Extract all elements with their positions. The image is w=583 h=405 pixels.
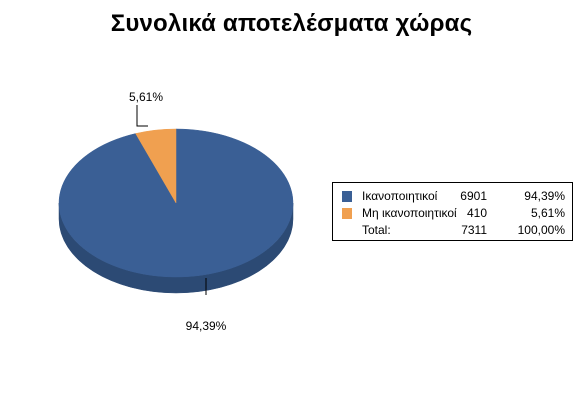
legend-swatch-satisfactory [342,191,352,202]
legend-percent-satisfactory: 94,39% [524,189,565,203]
legend-swatch-unsatisfactory [342,208,352,219]
legend-count-satisfactory: 6901 [460,189,487,203]
legend: Ικανοποιητικοί 6901 94,39% Μη ικανοποιητ… [332,182,573,241]
legend-percent-unsatisfactory: 5,61% [530,206,565,220]
legend-total-count: 7311 [461,223,487,237]
legend-row-unsatisfactory: Μη ικανοποιητικοί 410 5,61% [333,205,572,222]
chart-title: Συνολικά αποτελέσματα χώρας [110,10,473,37]
legend-total-percent: 100,00% [517,223,565,237]
legend-count-unsatisfactory: 410 [466,206,487,220]
pie-leader-line-1 [136,105,148,127]
legend-label-satisfactory: Ικανοποιητικοί [362,189,438,203]
pie-label-satisfactory: 94,39% [186,319,227,333]
legend-row-total: Total: 7311 100,00% [333,222,572,239]
legend-label-unsatisfactory: Μη ικανοποιητικοί [362,206,457,220]
pie-label-unsatisfactory: 5,61% [129,90,163,104]
pie-slices [58,128,294,278]
pie-labels: 94,39% 5,61% [129,90,227,333]
pie-slice-1 [135,128,177,204]
legend-row-satisfactory: Ικανοποιητικοί 6901 94,39% [333,188,572,205]
legend-total-label: Total: [362,223,391,237]
